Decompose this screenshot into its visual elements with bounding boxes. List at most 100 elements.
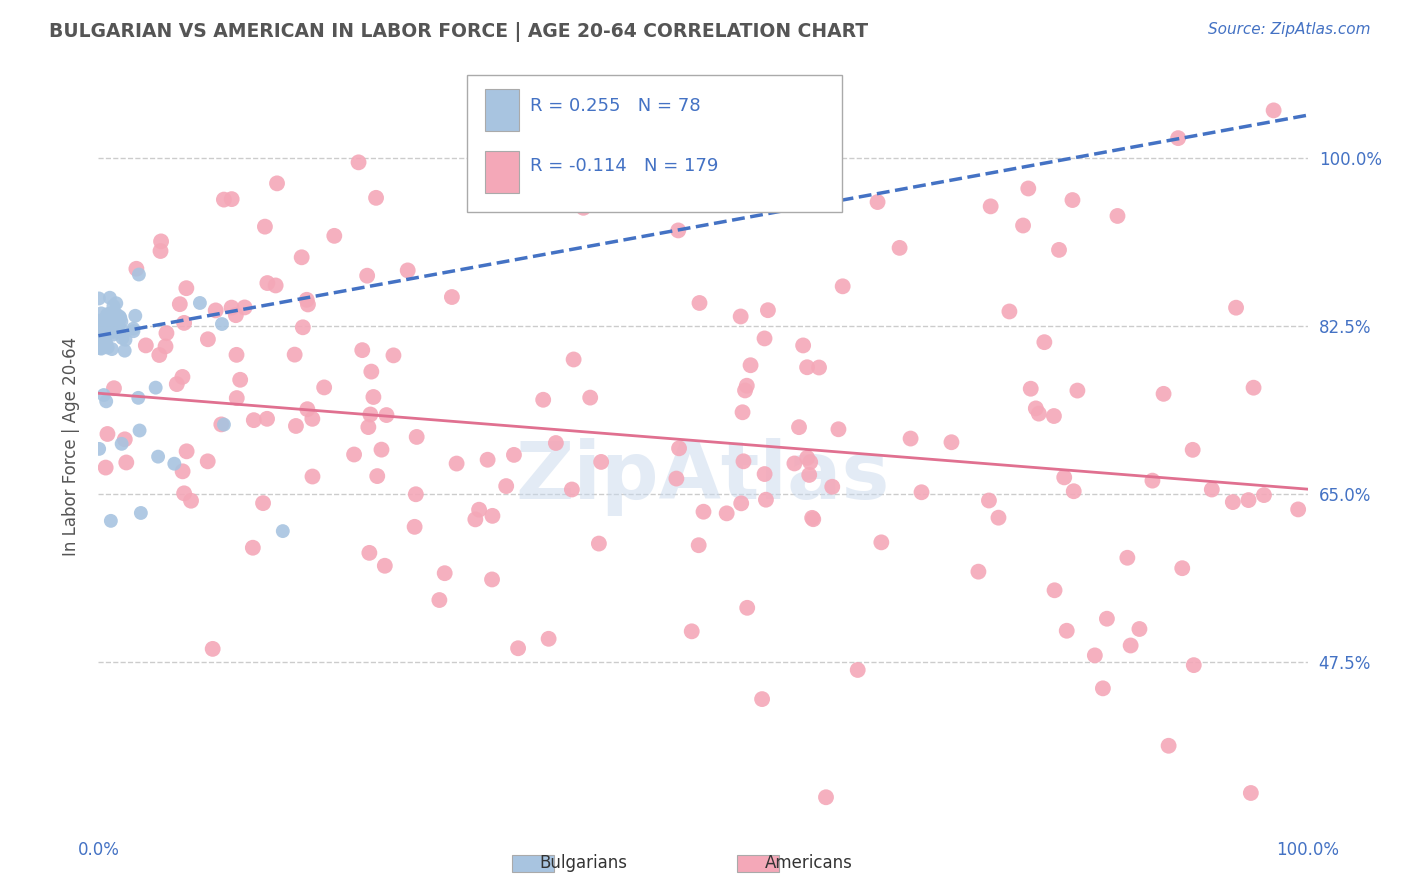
Text: Bulgarians: Bulgarians xyxy=(540,855,627,872)
Point xyxy=(980,199,1002,213)
Point xyxy=(98,291,121,305)
Point xyxy=(94,312,117,326)
Point xyxy=(900,432,922,446)
Point xyxy=(1063,484,1085,499)
Point xyxy=(93,388,115,402)
Point xyxy=(301,412,323,426)
Point xyxy=(107,319,129,334)
Point xyxy=(405,430,427,444)
Point xyxy=(125,261,148,276)
Point xyxy=(977,493,1000,508)
Point xyxy=(1028,407,1050,421)
Point xyxy=(821,480,844,494)
Point xyxy=(967,565,990,579)
Point xyxy=(870,535,893,549)
Point xyxy=(363,390,385,404)
Point xyxy=(1091,681,1114,696)
Point xyxy=(166,377,188,392)
Point xyxy=(666,223,689,237)
Point xyxy=(1116,550,1139,565)
Point xyxy=(1182,658,1205,673)
Point xyxy=(1171,561,1194,575)
Point xyxy=(446,457,468,471)
Point xyxy=(104,318,127,332)
Point xyxy=(343,448,366,462)
Point xyxy=(264,278,287,293)
Point xyxy=(94,460,117,475)
Point xyxy=(103,299,125,313)
Point xyxy=(201,641,224,656)
Point xyxy=(1237,493,1260,508)
Point xyxy=(89,338,111,352)
Point xyxy=(266,177,288,191)
Point xyxy=(89,341,111,355)
Text: Americans: Americans xyxy=(765,855,852,872)
Point xyxy=(101,320,124,334)
Y-axis label: In Labor Force | Age 20-64: In Labor Force | Age 20-64 xyxy=(62,336,80,556)
Point xyxy=(731,405,754,419)
Point xyxy=(464,512,486,526)
Point xyxy=(163,457,186,471)
Point xyxy=(1263,103,1285,118)
Point xyxy=(1142,474,1164,488)
Point xyxy=(740,358,762,372)
Point xyxy=(734,384,756,398)
Point xyxy=(755,492,778,507)
Point xyxy=(433,566,456,581)
Point xyxy=(98,325,121,339)
Point xyxy=(1066,384,1088,398)
Bar xyxy=(512,855,554,872)
Point xyxy=(114,343,136,358)
Point xyxy=(252,496,274,510)
Point xyxy=(91,320,114,334)
Point xyxy=(256,276,278,290)
Point xyxy=(801,511,824,525)
Point xyxy=(212,417,235,432)
Point xyxy=(537,632,560,646)
Point xyxy=(359,408,381,422)
Point xyxy=(1240,786,1263,800)
Text: BULGARIAN VS AMERICAN IN LABOR FORCE | AGE 20-64 CORRELATION CHART: BULGARIAN VS AMERICAN IN LABOR FORCE | A… xyxy=(49,22,869,42)
Point xyxy=(93,327,115,342)
Point xyxy=(150,235,173,249)
Point xyxy=(90,342,112,356)
Point xyxy=(172,464,194,478)
Point xyxy=(284,419,307,434)
Point xyxy=(93,321,115,335)
Point xyxy=(1053,470,1076,484)
Point xyxy=(204,303,226,318)
Point xyxy=(347,155,370,169)
Point xyxy=(146,450,169,464)
Point xyxy=(1012,219,1035,233)
Point xyxy=(96,316,118,330)
Point xyxy=(90,325,112,339)
Point xyxy=(374,558,396,573)
Point xyxy=(253,219,276,234)
Point xyxy=(357,420,380,434)
Point xyxy=(111,331,134,345)
Text: R = -0.114   N = 179: R = -0.114 N = 179 xyxy=(530,157,718,175)
Point xyxy=(1033,335,1056,350)
Point xyxy=(105,308,128,322)
Point xyxy=(212,193,235,207)
Point xyxy=(209,417,232,432)
Point xyxy=(256,412,278,426)
Point xyxy=(91,316,114,330)
Point xyxy=(360,365,382,379)
Point xyxy=(396,263,419,277)
Point xyxy=(1225,301,1247,315)
Point xyxy=(352,343,374,358)
Point xyxy=(301,469,323,483)
Point xyxy=(94,319,117,334)
Point xyxy=(297,297,319,311)
Point xyxy=(89,318,111,332)
Point xyxy=(866,195,889,210)
Point xyxy=(356,268,378,283)
Point xyxy=(100,311,122,326)
Point xyxy=(735,600,758,615)
Point xyxy=(801,512,824,526)
Point xyxy=(481,508,503,523)
Point xyxy=(94,335,117,350)
Point xyxy=(889,241,911,255)
Point xyxy=(375,408,398,422)
